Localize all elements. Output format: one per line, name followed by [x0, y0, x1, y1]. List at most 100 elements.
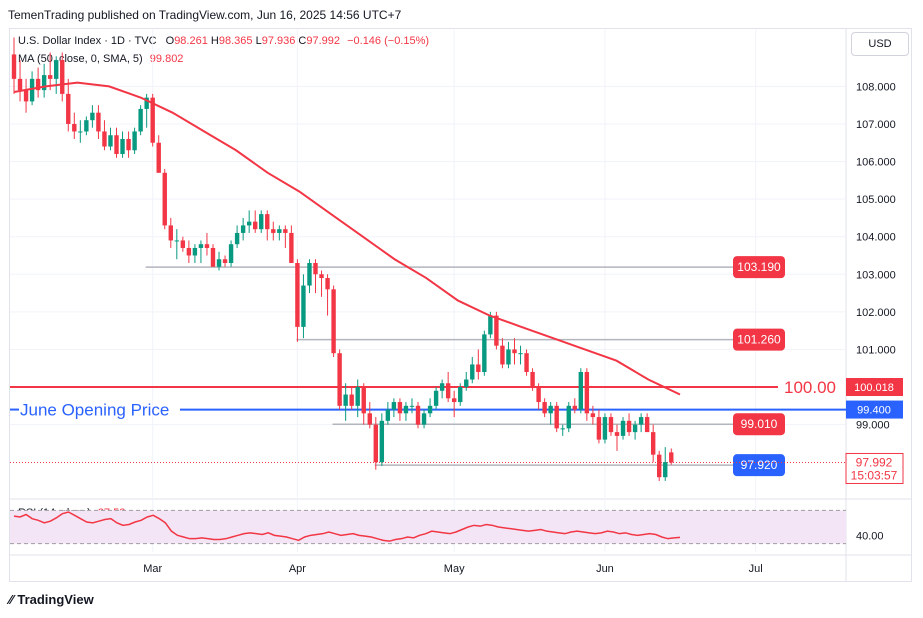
candle-body [542, 402, 547, 414]
candle-body [331, 289, 336, 354]
candle-body [439, 383, 445, 391]
x-tick-label: May [444, 563, 465, 575]
candle-body [240, 225, 246, 233]
high-value: 98.365 [218, 35, 253, 47]
currency-button[interactable]: USD [851, 32, 909, 56]
candle-body [608, 417, 614, 433]
candle-body [620, 420, 626, 436]
rsi-tick-label: 40.00 [856, 530, 884, 542]
candle-body [464, 379, 469, 388]
candle-body [421, 413, 427, 425]
candle-body [669, 452, 674, 463]
june-open-price-text: 99.400 [857, 405, 891, 417]
candle-body [548, 405, 553, 414]
candle-body [228, 244, 234, 263]
chart-frame[interactable] [9, 28, 912, 582]
candle-body [120, 138, 125, 155]
x-tick-label: Jun [596, 563, 614, 575]
candle-body [451, 398, 457, 403]
candle-body [397, 402, 403, 414]
june-open-label: June Opening Price [20, 401, 169, 420]
candle-body [367, 413, 372, 425]
candle-body [192, 247, 198, 256]
candle-body [313, 263, 318, 275]
candle-body [150, 97, 155, 143]
candle-body [138, 108, 143, 132]
candle-body [518, 353, 523, 355]
candle-body [524, 353, 529, 372]
candle-body [409, 405, 415, 407]
candle-body [433, 390, 439, 406]
candle-body [90, 112, 95, 121]
candle-body [445, 383, 451, 399]
close-label: C [298, 35, 307, 47]
candle-body [650, 432, 656, 455]
candle-body [566, 405, 571, 429]
close-value: 97.992 [306, 35, 341, 47]
june-open-price-tag [846, 400, 903, 419]
level-box [733, 256, 785, 279]
candle-body [632, 424, 638, 433]
candle-body [373, 424, 378, 463]
ohlc-legend: U.S. Dollar Index · 1D · TVC O98.261 H98… [18, 35, 429, 47]
candle-body [265, 214, 270, 230]
candle-body [66, 93, 71, 124]
x-tick-label: Jul [749, 563, 763, 575]
symbol-label: U.S. Dollar Index · 1D · TVC [18, 35, 157, 47]
low-label: L [255, 35, 262, 47]
level-box [733, 413, 785, 436]
high-label: H [210, 35, 219, 47]
y-tick-label: 104.000 [856, 232, 896, 244]
candle-body [506, 349, 511, 365]
candle-body [234, 232, 240, 245]
candle-body [385, 409, 391, 421]
candle-body [458, 387, 463, 403]
footer-brand: TradingView [17, 592, 94, 607]
y-tick-label: 108.000 [856, 81, 896, 93]
last-price-text: 97.992 [856, 455, 893, 469]
candle-body [626, 420, 632, 433]
y-tick-label: 101.000 [856, 344, 896, 356]
ma-label: MA (50, close, 0, SMA, 5) [18, 53, 143, 65]
candle-body [23, 90, 29, 102]
candle-body [657, 454, 662, 478]
candle-body [132, 131, 137, 151]
change-value: −0.146 (−0.15%) [347, 35, 430, 47]
candle-body [476, 364, 481, 372]
candle-body [180, 240, 186, 248]
y-tick-label: 99.000 [856, 420, 890, 432]
candle-body [663, 462, 668, 478]
candle-body [301, 285, 306, 327]
candle-body [216, 259, 222, 267]
level-label: 99.010 [741, 417, 778, 431]
candle-body [259, 214, 264, 230]
open-label: O [165, 35, 175, 47]
rsi-line [13, 511, 681, 542]
candle-body [307, 263, 312, 286]
candle-body [470, 364, 475, 380]
ma-value: 99.802 [149, 53, 184, 65]
candle-body [590, 413, 596, 418]
candle-body [494, 315, 499, 346]
candle-body [602, 417, 608, 440]
candle-body [415, 405, 421, 425]
candle-body [84, 120, 89, 132]
candle-body [379, 420, 385, 463]
candle-body [289, 232, 294, 263]
candle-body [295, 263, 300, 327]
candle-body [391, 402, 397, 410]
y-tick-label: 106.000 [856, 157, 896, 169]
candle-body [325, 278, 330, 290]
candle-body [614, 432, 620, 436]
hline-100-price-text: 100.018 [854, 382, 894, 394]
candle-body [482, 334, 487, 372]
level-label: 101.260 [737, 333, 781, 347]
candle-body [644, 417, 650, 433]
tradingview-logo[interactable]: ⁄⁄ TradingView [9, 592, 94, 607]
candle-body [54, 60, 59, 79]
level-label: 103.190 [737, 260, 781, 274]
candle-body [102, 131, 107, 147]
y-tick-label: 102.000 [856, 307, 896, 319]
candle-body [162, 172, 167, 226]
candle-body [512, 349, 517, 354]
